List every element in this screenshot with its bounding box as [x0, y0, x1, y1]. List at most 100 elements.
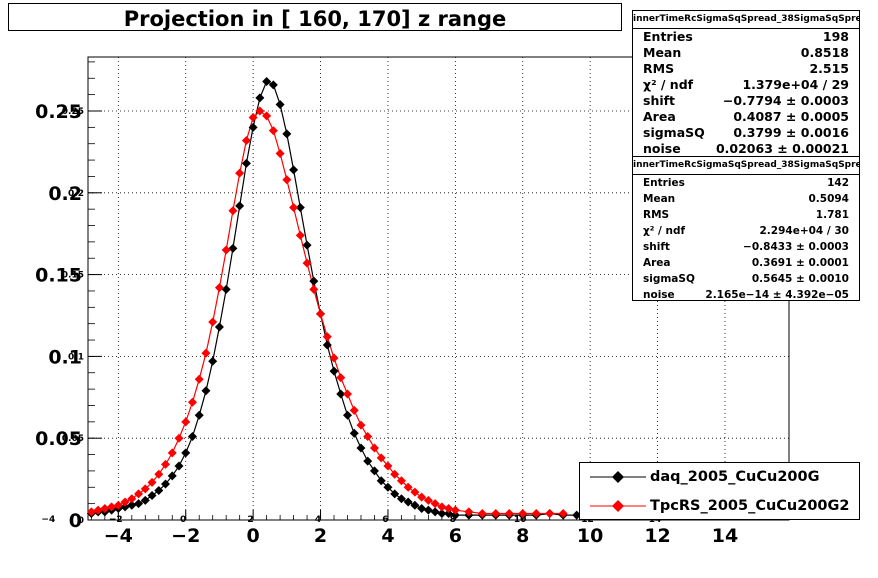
- data-point: [390, 489, 400, 499]
- data-point: [174, 433, 184, 443]
- data-point: [282, 175, 292, 185]
- data-point: [302, 240, 312, 250]
- stats-label: noise: [643, 141, 681, 156]
- data-point: [572, 510, 582, 520]
- y-tick-label-small: 0.25: [62, 107, 84, 117]
- y-tick-label: 0.1: [48, 346, 82, 368]
- data-point: [134, 489, 144, 499]
- data-point: [444, 504, 454, 514]
- y-tick-label-small: 0: [78, 516, 84, 526]
- legend-label: daq_2005_CuCu200G: [650, 469, 820, 485]
- stats-value: 2.515: [809, 61, 849, 76]
- x-tick-label-small: 8: [450, 515, 456, 525]
- data-point: [140, 484, 150, 494]
- stats-row: noise 0.02063 ± 0.00021: [633, 141, 859, 157]
- stats-value: 0.5094: [808, 193, 849, 205]
- data-point: [235, 168, 245, 178]
- stats-header: innerTimeRcSigmaSqSpread_38SigmaSqSpread: [633, 11, 859, 29]
- legend-entry-tpcrs: TpcRS_2005_CuCu200G2: [580, 492, 859, 520]
- stats-value: 1.781: [815, 209, 849, 221]
- stats-label: sigmaSQ: [643, 125, 705, 140]
- stats-label: noise: [643, 289, 675, 301]
- stats-row: Entries 198: [633, 29, 859, 45]
- data-point: [376, 453, 386, 463]
- fit-curve-daq: [91, 80, 577, 516]
- data-point: [120, 497, 130, 507]
- stats-label: RMS: [643, 61, 675, 76]
- data-point: [275, 149, 285, 159]
- data-point: [363, 456, 373, 466]
- data-point: [349, 405, 359, 415]
- stats-value: −0.7794 ± 0.0003: [722, 93, 849, 108]
- x-tick-label-small: 10: [514, 515, 527, 525]
- stats-value: 142: [827, 177, 849, 189]
- stats-box-tpcrs: innerTimeRcSigmaSqSpread_38SigmaSqSpread…: [632, 156, 860, 301]
- data-point: [228, 243, 238, 253]
- legend: daq_2005_CuCu200G TpcRS_2005_CuCu200G2: [579, 462, 860, 520]
- data-point: [309, 284, 319, 294]
- y-tick-label: 0.15: [35, 265, 82, 287]
- data-point: [450, 505, 460, 515]
- data-point: [316, 309, 326, 319]
- x-tick-label-small: 14: [649, 515, 662, 525]
- data-point: [369, 466, 379, 476]
- data-point: [336, 373, 346, 383]
- series-tpcrs: [86, 106, 568, 518]
- stats-row: Area 0.4087 ± 0.0005: [633, 109, 859, 125]
- x-tick-label: 2: [314, 525, 327, 547]
- x-tick-label: 12: [644, 525, 670, 547]
- data-point: [167, 471, 177, 481]
- data-point: [450, 510, 460, 520]
- data-point: [241, 135, 251, 145]
- y-tick-label-small: 0.05: [62, 434, 84, 444]
- stats-value: 2.294e+04 / 30: [759, 225, 849, 237]
- data-point: [356, 443, 366, 453]
- data-point: [127, 494, 137, 504]
- data-point: [154, 469, 164, 479]
- data-point: [268, 126, 278, 136]
- stats-row: shift −0.7794 ± 0.0003: [633, 93, 859, 109]
- data-point: [390, 469, 400, 479]
- data-point: [187, 397, 197, 407]
- stats-label: RMS: [643, 209, 670, 221]
- stats-label: shift: [643, 241, 670, 253]
- stats-box-daq: innerTimeRcSigmaSqSpread_38SigmaSqSpread…: [632, 10, 860, 157]
- data-point: [241, 158, 251, 168]
- x-tick-label-small: 6: [382, 515, 388, 525]
- data-point: [403, 482, 413, 492]
- data-point: [403, 497, 413, 507]
- data-point: [228, 206, 238, 216]
- data-point: [167, 448, 177, 458]
- data-point: [464, 507, 474, 517]
- data-point: [187, 432, 197, 442]
- data-point: [93, 505, 103, 515]
- stats-value: 0.4087 ± 0.0005: [733, 109, 849, 124]
- data-point: [248, 113, 258, 123]
- y-tick-label-small: 0.1: [68, 352, 84, 362]
- legend-marker-daq: [590, 471, 646, 483]
- data-point: [100, 504, 110, 514]
- stats-row: Mean 0.5094: [633, 191, 859, 207]
- stats-value: 1.379e+04 / 29: [742, 77, 849, 92]
- data-point: [161, 459, 171, 469]
- data-point: [518, 508, 528, 518]
- x-tick-label-small: 4: [315, 515, 321, 525]
- stats-row: Entries 142: [633, 175, 859, 191]
- x-tick-label-small: 2: [247, 515, 253, 525]
- chart-title: Projection in [ 160, 170] z range: [8, 3, 622, 31]
- data-point: [309, 276, 319, 286]
- data-point: [262, 77, 272, 87]
- data-point: [363, 432, 373, 442]
- stats-row: sigmaSQ 0.5645 ± 0.0010: [633, 271, 859, 287]
- data-point: [437, 502, 447, 512]
- x-tick-label-small: 0: [180, 515, 186, 525]
- stats-label: sigmaSQ: [643, 273, 695, 285]
- stats-value: 0.3799 ± 0.0016: [733, 125, 849, 140]
- stats-row: RMS 2.515: [633, 61, 859, 77]
- stats-value: −0.8433 ± 0.0003: [743, 241, 849, 253]
- stats-row: χ² / ndf 2.294e+04 / 30: [633, 223, 859, 239]
- data-point: [376, 476, 386, 486]
- y-tick-label: 0.2: [48, 183, 82, 205]
- data-point: [201, 386, 211, 396]
